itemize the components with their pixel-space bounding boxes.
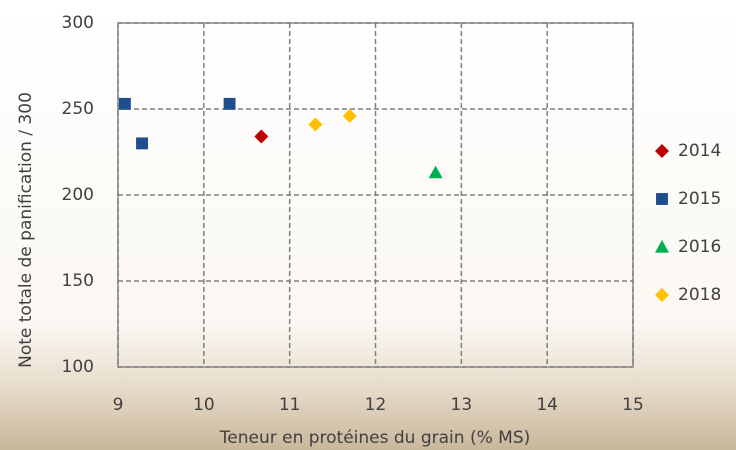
y-tick-label: 200 bbox=[62, 185, 94, 205]
background bbox=[0, 0, 736, 450]
legend-label: 2018 bbox=[678, 285, 721, 305]
x-tick-label: 15 bbox=[622, 395, 644, 415]
x-tick-label: 10 bbox=[193, 395, 215, 415]
chart: Note totale de panification / 300 Teneur… bbox=[0, 0, 736, 450]
point bbox=[136, 137, 148, 149]
legend-marker bbox=[656, 193, 668, 205]
y-tick-label: 100 bbox=[62, 357, 94, 377]
x-axis-label: Teneur en protéines du grain (% MS) bbox=[219, 428, 531, 448]
x-tick-label: 13 bbox=[451, 395, 473, 415]
legend-label: 2014 bbox=[678, 141, 721, 161]
y-tick-label: 300 bbox=[62, 13, 94, 33]
y-axis-label: Note totale de panification / 300 bbox=[16, 92, 36, 368]
point bbox=[224, 98, 236, 110]
y-tick-label: 250 bbox=[62, 99, 94, 119]
legend-label: 2015 bbox=[678, 189, 721, 209]
x-tick-label: 9 bbox=[113, 395, 124, 415]
y-tick-label: 150 bbox=[62, 271, 94, 291]
point bbox=[119, 98, 131, 110]
x-tick-label: 14 bbox=[536, 395, 558, 415]
x-tick-label: 12 bbox=[365, 395, 387, 415]
x-tick-label: 11 bbox=[279, 395, 301, 415]
legend-label: 2016 bbox=[678, 237, 721, 257]
